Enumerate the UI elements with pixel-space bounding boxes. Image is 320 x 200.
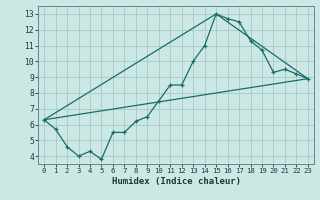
X-axis label: Humidex (Indice chaleur): Humidex (Indice chaleur) [111, 177, 241, 186]
